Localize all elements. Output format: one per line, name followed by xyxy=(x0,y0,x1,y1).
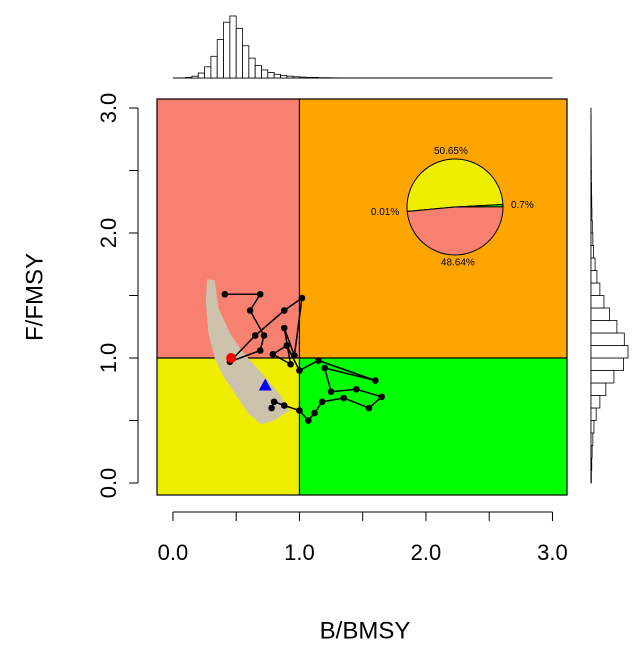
histogram-bar xyxy=(590,282,601,296)
histogram-bar xyxy=(292,76,300,79)
histogram-bar xyxy=(254,65,262,79)
pie-label: 50.65% xyxy=(434,146,468,157)
histogram-bar xyxy=(242,45,250,79)
trajectory-point xyxy=(378,393,385,401)
trajectory-point xyxy=(315,357,322,364)
histogram-bar xyxy=(590,370,615,384)
histogram-bar xyxy=(590,245,594,259)
histogram-bar xyxy=(590,257,596,271)
histogram-bar xyxy=(590,420,595,434)
trajectory-point xyxy=(296,367,303,374)
pie-label: 48.64% xyxy=(441,258,475,269)
histogram-bar xyxy=(590,307,610,321)
pie-slice xyxy=(406,158,504,213)
histogram-bar xyxy=(248,57,256,79)
histogram-bar xyxy=(590,357,624,371)
trajectory-point xyxy=(280,402,288,409)
histogram-bar xyxy=(590,457,593,471)
pie-slice xyxy=(454,203,504,208)
histogram-bar xyxy=(590,295,605,309)
x-tick-label: 1.0 xyxy=(284,540,315,565)
x-axis-label: B/BMSY xyxy=(320,617,411,644)
histogram-bar xyxy=(204,66,212,79)
histogram-bar xyxy=(590,395,601,409)
pie-label: 0.01% xyxy=(371,207,399,218)
trajectory-point xyxy=(280,324,288,332)
trajectory-point xyxy=(372,377,379,384)
trajectory-point xyxy=(340,394,348,402)
histogram-bar xyxy=(590,195,593,209)
trajectory-point xyxy=(251,332,259,339)
trajectory-point xyxy=(221,290,229,298)
trajectory-point xyxy=(256,347,264,354)
histogram-bar xyxy=(210,55,218,79)
quadrant xyxy=(299,358,567,495)
trajectory-point xyxy=(269,350,277,358)
x-tick-label: 0.0 xyxy=(158,540,189,565)
trajectory-point xyxy=(268,404,275,412)
histogram-bar xyxy=(261,69,269,79)
trajectory-point xyxy=(318,398,326,406)
histogram-bar xyxy=(590,445,593,459)
histogram-bar xyxy=(223,21,231,79)
histogram-bar xyxy=(299,76,307,79)
histogram-bar xyxy=(590,207,593,221)
trajectory-point xyxy=(353,385,360,393)
histogram-bar xyxy=(280,75,288,79)
trajectory-point xyxy=(246,307,254,314)
histogram-bar xyxy=(197,72,205,79)
histogram-bar xyxy=(590,407,597,421)
histogram-bar xyxy=(216,39,224,79)
trajectory-point xyxy=(270,398,278,406)
trajectory-point xyxy=(283,342,291,349)
trajectory-point xyxy=(304,417,312,424)
trajectory-point xyxy=(365,404,373,412)
histogram-bar xyxy=(590,220,593,234)
y-axis-label: F/FMSY xyxy=(21,253,48,341)
histogram-bar xyxy=(590,182,592,196)
histogram-bar xyxy=(590,332,625,346)
trajectory-point xyxy=(260,332,268,339)
histogram-bar xyxy=(590,345,629,359)
histogram-bar xyxy=(267,72,275,79)
end-marker xyxy=(258,378,272,391)
histogram-bar xyxy=(590,232,594,246)
plot-frame xyxy=(156,98,568,496)
histogram-bar xyxy=(305,76,313,79)
trajectory-point xyxy=(291,352,298,359)
trajectory-point xyxy=(287,360,294,368)
histogram-bar xyxy=(590,270,598,284)
y-tick-label: 2.0 xyxy=(96,218,121,249)
histogram-bar xyxy=(273,73,281,79)
pie-label: 0.7% xyxy=(511,200,534,211)
histogram-bar xyxy=(286,75,294,79)
trajectory-point xyxy=(280,307,288,314)
trajectory-point xyxy=(256,290,264,298)
trajectory-point xyxy=(311,409,318,417)
trajectory-point xyxy=(321,364,329,372)
y-tick-label: 3.0 xyxy=(96,93,121,124)
histogram-bar xyxy=(229,15,237,79)
start-marker xyxy=(226,353,237,363)
histogram-bar xyxy=(191,75,199,79)
histogram-bar xyxy=(590,382,607,396)
x-tick-label: 3.0 xyxy=(537,540,568,565)
histogram-bar xyxy=(311,76,319,79)
trajectory-point xyxy=(296,407,303,414)
x-tick-label: 2.0 xyxy=(411,540,442,565)
y-tick-label: 1.0 xyxy=(96,343,121,374)
histogram-bar xyxy=(235,27,243,79)
pie-slice xyxy=(406,206,504,256)
y-tick-label: 0.0 xyxy=(96,468,121,499)
histogram-bar xyxy=(590,320,618,334)
quadrant xyxy=(157,99,300,358)
trajectory-point xyxy=(298,294,306,302)
trajectory-point xyxy=(327,388,335,396)
histogram-bar xyxy=(185,76,193,79)
histogram-bar xyxy=(590,432,594,446)
